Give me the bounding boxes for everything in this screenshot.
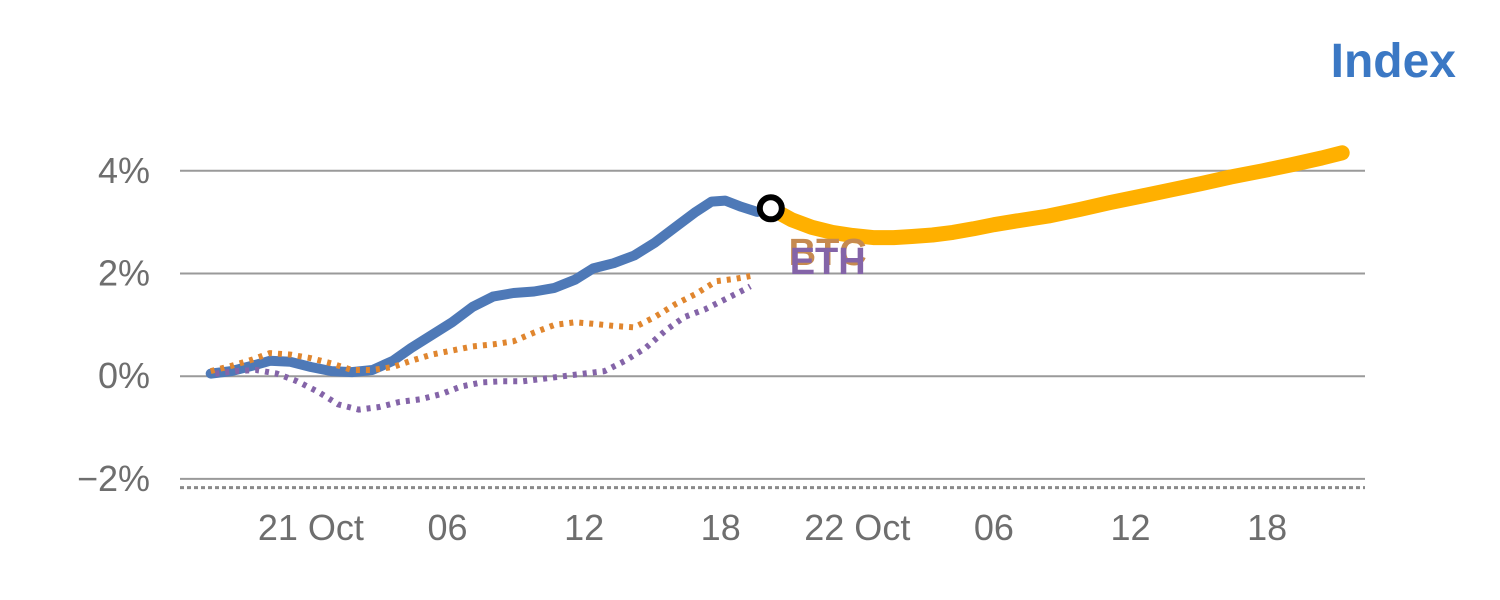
annotation-eth-label: ETH	[790, 241, 866, 283]
x-tick-label: 06	[427, 507, 467, 548]
x-tick-label: 18	[1247, 507, 1287, 548]
index-history-line	[205, 195, 776, 379]
y-tick-label: −2%	[77, 458, 150, 499]
annotation-btc-label: BTC	[789, 232, 867, 274]
y-tick-label: 0%	[98, 355, 150, 396]
x-tick-label: 18	[701, 507, 741, 548]
y-tick-label: 4%	[98, 150, 150, 191]
chart-title: Index	[1330, 35, 1456, 88]
x-tick-label: 06	[974, 507, 1014, 548]
x-tick-label: 12	[1110, 507, 1150, 548]
btc-line	[209, 273, 751, 375]
x-tick-label: 21 Oct	[258, 507, 364, 548]
forecast-start-marker	[756, 194, 785, 223]
index-forecast-line	[763, 145, 1350, 246]
x-tick-label: 22 Oct	[804, 507, 910, 548]
y-tick-label: 2%	[98, 253, 150, 294]
x-tick-label: 12	[564, 507, 604, 548]
